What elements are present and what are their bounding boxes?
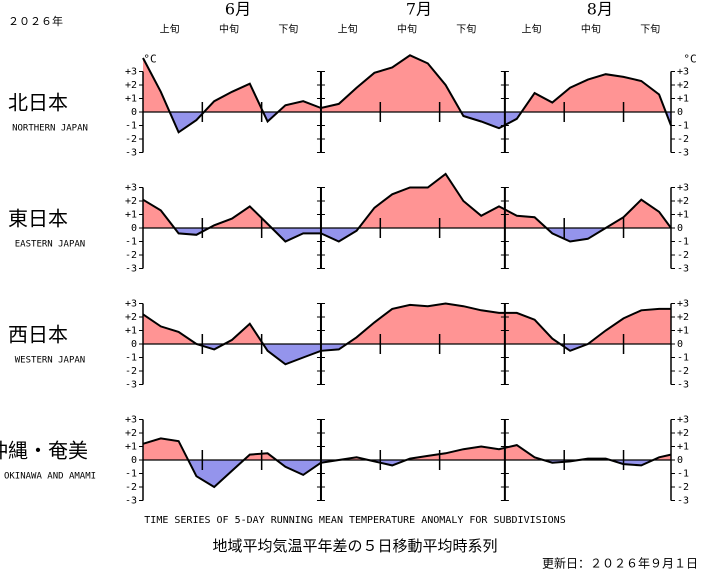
y-tick-label: -2 (677, 366, 689, 377)
negative-area (143, 344, 671, 365)
month-label: 8月 (587, 0, 613, 19)
y-tick-label: +1 (125, 442, 137, 453)
y-tick-label: -3 (125, 380, 137, 391)
y-tick-label: +3 (125, 415, 137, 426)
line (142, 172, 672, 243)
y-tick-label: 0 (131, 107, 137, 118)
y-tick-label: +3 (125, 183, 137, 194)
y-tick-label: -2 (677, 250, 689, 261)
y-tick-label: +3 (677, 299, 689, 310)
y-tick-label: -2 (677, 482, 689, 493)
y-tick-label: +3 (677, 67, 689, 78)
dekad-label: 下旬 (456, 23, 476, 36)
panel-title: 西日本 (8, 323, 68, 347)
y-tick-label: 0 (677, 455, 683, 466)
dekad-label: 下旬 (640, 23, 660, 36)
y-tick-label: -2 (125, 482, 137, 493)
y-tick-label: +2 (125, 196, 137, 207)
positive-area (143, 174, 671, 228)
y-tick-label: -3 (125, 496, 137, 507)
y-tick-label: +2 (677, 428, 689, 439)
panel-subtitle: NORTHERN JAPAN (12, 124, 88, 134)
dekad-label: 上旬 (338, 23, 358, 36)
y-tick-label: -3 (677, 380, 689, 391)
y-tick-label: -1 (125, 353, 137, 364)
y-tick-label: +1 (677, 94, 689, 105)
y-tick-label: -3 (677, 148, 689, 159)
month-label: 6月 (225, 0, 251, 19)
y-tick-label: +3 (677, 415, 689, 426)
dekad-label: 上旬 (160, 23, 180, 36)
y-tick-label: +2 (677, 312, 689, 323)
positive-area (143, 303, 671, 344)
y-tick-label: -2 (125, 366, 137, 377)
y-tick-label: +2 (677, 196, 689, 207)
y-tick-label: -2 (125, 250, 137, 261)
y-tick-label: -3 (125, 148, 137, 159)
caption-en: TIME SERIES OF 5-DAY RUNNING MEAN TEMPER… (144, 515, 565, 526)
y-tick-label: 0 (677, 339, 683, 350)
y-tick-label: 0 (131, 223, 137, 234)
y-tick-label: 0 (131, 339, 137, 350)
dekad-label: 上旬 (522, 23, 542, 36)
panel-subtitle: OKINAWA AND AMAMI (4, 472, 96, 482)
dekad-label: 中旬 (397, 23, 417, 36)
y-tick-label: +2 (125, 80, 137, 91)
line (142, 302, 671, 366)
dekad-label: 下旬 (278, 23, 298, 36)
y-tick-label: +1 (125, 210, 137, 221)
panel-title: 沖縄・奄美 (0, 439, 88, 463)
caption-jp: 地域平均気温平年差の５日移動平均時系列 (212, 537, 497, 555)
year-label: ２０２６年 (8, 14, 63, 28)
y-tick-label: +1 (125, 326, 137, 337)
y-tick-label: 0 (131, 455, 137, 466)
unit-label: °C (683, 53, 696, 66)
y-tick-label: 0 (677, 107, 683, 118)
y-tick-label: +1 (677, 442, 689, 453)
y-tick-label: +1 (125, 94, 137, 105)
y-tick-label: -1 (677, 469, 689, 480)
negative-area (143, 228, 671, 242)
month-label: 7月 (406, 0, 432, 19)
y-tick-label: -1 (677, 353, 689, 364)
y-tick-label: +2 (125, 312, 137, 323)
y-tick-label: -1 (677, 121, 689, 132)
panel-title: 北日本 (8, 91, 68, 115)
negative-area (143, 112, 671, 133)
panel-subtitle: WESTERN JAPAN (15, 356, 85, 366)
unit-label: °C (143, 53, 156, 66)
line (142, 54, 672, 134)
negative-area (143, 460, 671, 487)
y-tick-label: -1 (125, 121, 137, 132)
y-tick-label: +3 (125, 67, 137, 78)
y-tick-label: +2 (125, 428, 137, 439)
panel-title: 東日本 (8, 207, 68, 231)
y-tick-label: +3 (677, 183, 689, 194)
y-tick-label: +3 (125, 299, 137, 310)
y-tick-label: +1 (677, 210, 689, 221)
panel-subtitle: EASTERN JAPAN (15, 240, 85, 250)
dekad-label: 中旬 (581, 23, 601, 36)
y-tick-label: -2 (125, 134, 137, 145)
line (142, 437, 672, 489)
dekad-label: 中旬 (219, 23, 239, 36)
y-tick-label: -3 (125, 264, 137, 275)
y-tick-label: -1 (125, 237, 137, 248)
y-tick-label: 0 (677, 223, 683, 234)
updated: 更新日：２０２６年９月１日 (542, 556, 698, 570)
y-tick-label: +1 (677, 326, 689, 337)
y-tick-label: -1 (125, 469, 137, 480)
y-tick-label: +2 (677, 80, 689, 91)
positive-area (143, 55, 671, 112)
y-tick-label: -2 (677, 134, 689, 145)
y-tick-label: -3 (677, 496, 689, 507)
y-tick-label: -1 (677, 237, 689, 248)
y-tick-label: -3 (677, 264, 689, 275)
